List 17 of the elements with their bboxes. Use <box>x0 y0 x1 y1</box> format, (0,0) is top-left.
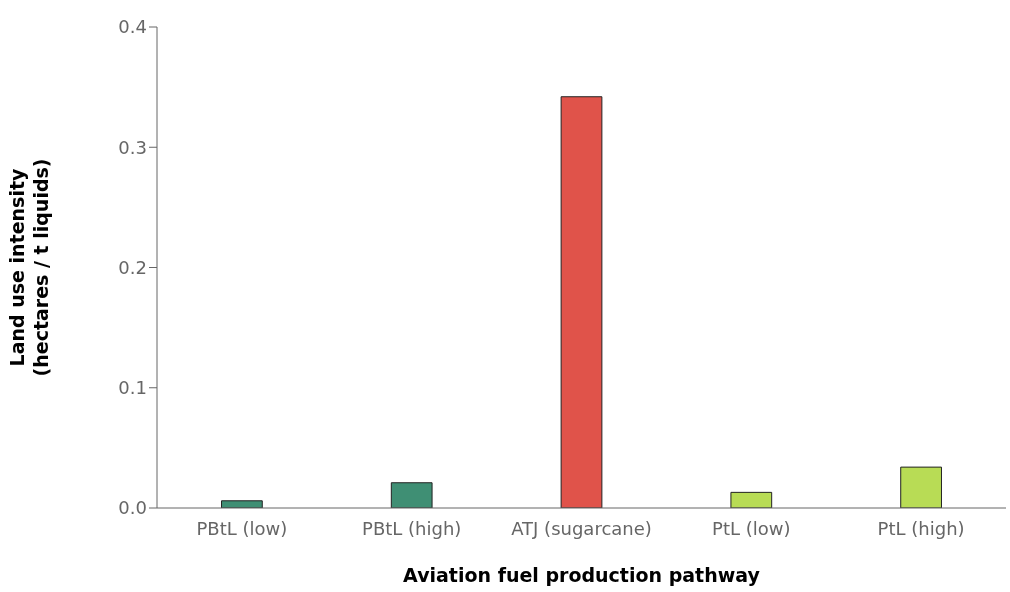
y-tick-label: 0.4 <box>118 16 147 38</box>
bar <box>730 491 773 508</box>
y-tick-label: 0.0 <box>118 497 147 519</box>
bar <box>390 482 433 508</box>
y-axis-title: Land use intensity (hectares / t liquids) <box>6 158 52 377</box>
bar <box>560 96 603 508</box>
x-tick-label: PtL (high) <box>877 517 965 539</box>
bar <box>221 500 263 508</box>
bar <box>900 466 942 508</box>
x-tick-label: PtL (low) <box>712 517 791 539</box>
y-tick-label: 0.3 <box>118 136 147 158</box>
x-tick-label: PBtL (high) <box>362 517 462 539</box>
x-axis-title: Aviation fuel production pathway <box>403 564 761 586</box>
y-tick-label: 0.1 <box>118 377 147 399</box>
y-tick-label: 0.2 <box>118 256 147 278</box>
x-tick-label: ATJ (sugarcane) <box>511 517 652 539</box>
x-tick-label: PBtL (low) <box>196 517 288 539</box>
